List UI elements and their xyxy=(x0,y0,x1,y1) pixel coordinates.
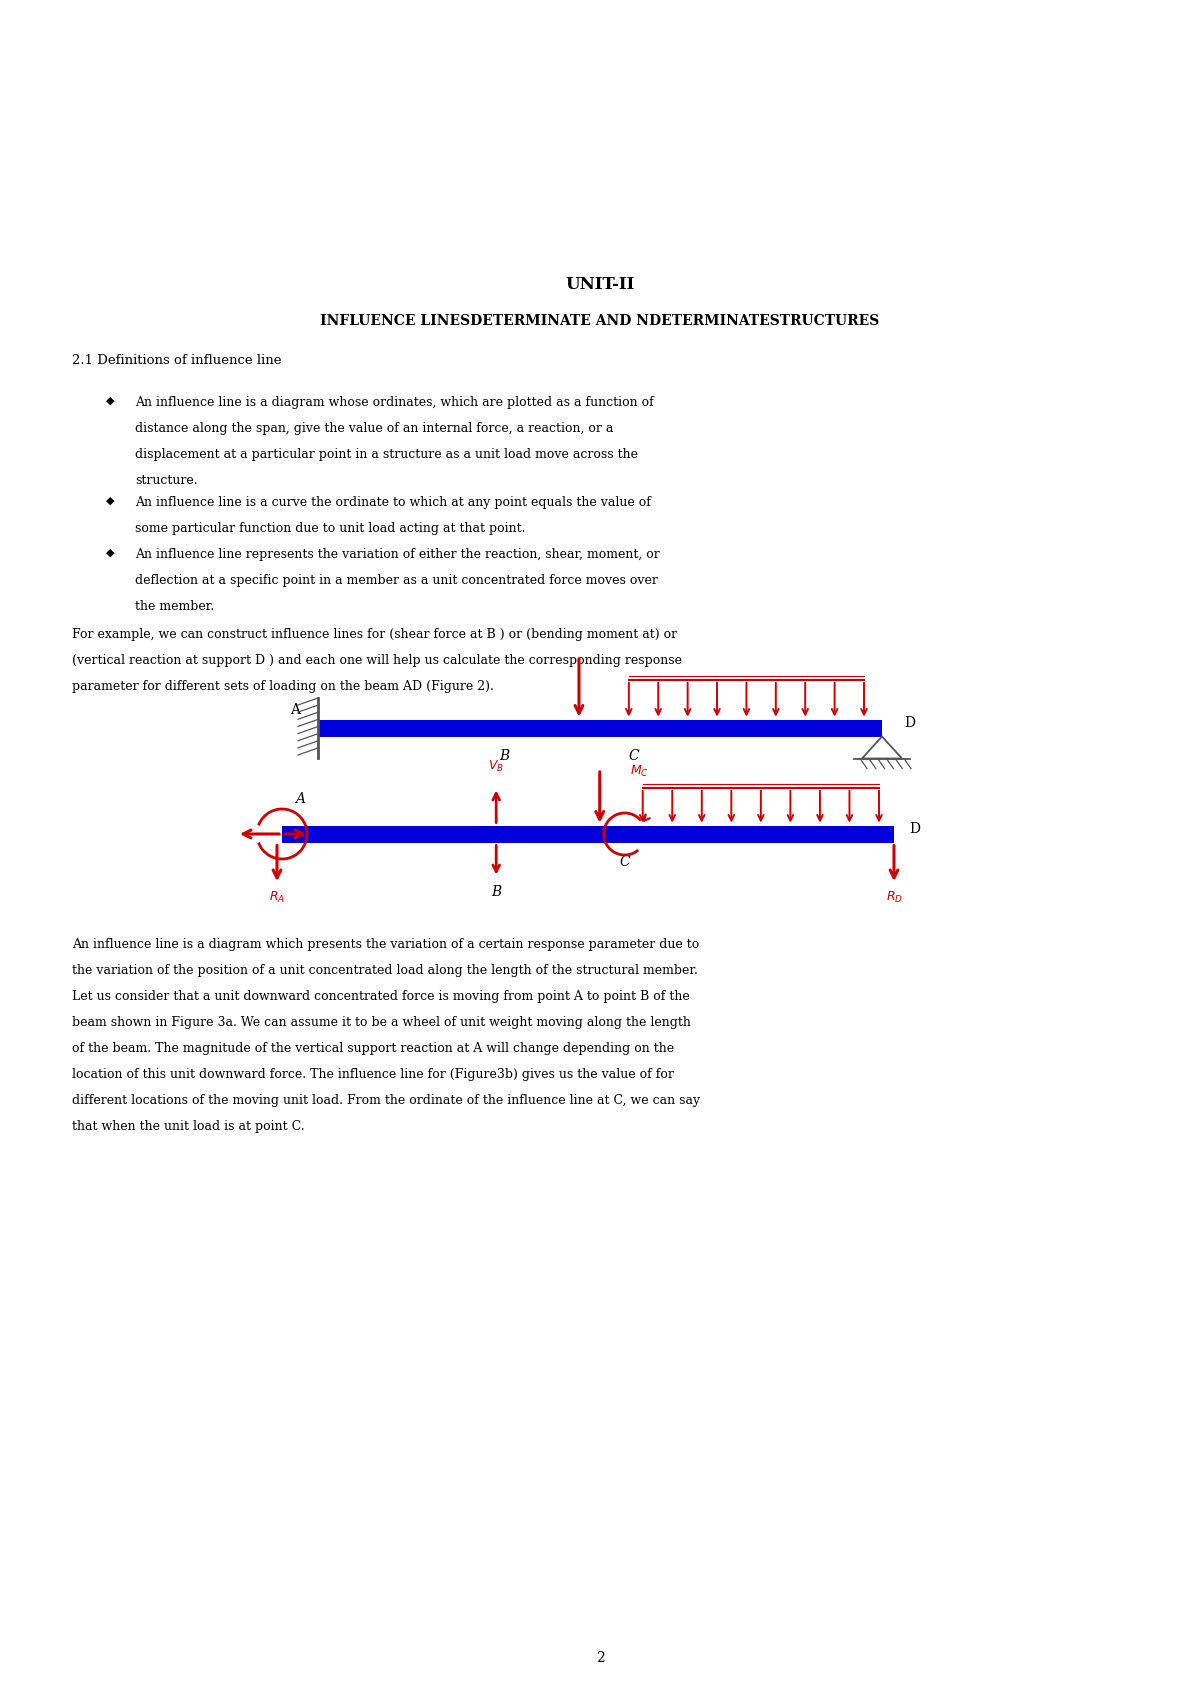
Text: INFLUENCE LINESDETERMINATE AND NDETERMINATESTRUCTURES: INFLUENCE LINESDETERMINATE AND NDETERMIN… xyxy=(320,314,880,327)
Text: ◆: ◆ xyxy=(106,495,114,505)
Text: An influence line is a diagram which presents the variation of a certain respons: An influence line is a diagram which pre… xyxy=(72,938,700,951)
Text: structure.: structure. xyxy=(134,473,198,487)
Text: $V_B$: $V_B$ xyxy=(488,758,504,773)
Text: UNIT-II: UNIT-II xyxy=(565,276,635,293)
Text: location of this unit downward force. The influence line for (Figure3b) gives us: location of this unit downward force. Th… xyxy=(72,1068,674,1080)
Text: For example, we can construct influence lines for (shear force at B ) or (bendin: For example, we can construct influence … xyxy=(72,628,677,641)
Text: $R_D$: $R_D$ xyxy=(886,890,902,906)
Text: C: C xyxy=(629,748,640,763)
Text: displacement at a particular point in a structure as a unit load move across the: displacement at a particular point in a … xyxy=(134,448,638,461)
Text: $R_A$: $R_A$ xyxy=(269,890,286,906)
Text: A: A xyxy=(290,704,300,717)
Text: C: C xyxy=(619,855,630,868)
Text: An influence line represents the variation of either the reaction, shear, moment: An influence line represents the variati… xyxy=(134,548,660,561)
Text: of the beam. The magnitude of the vertical support reaction at A will change dep: of the beam. The magnitude of the vertic… xyxy=(72,1041,674,1055)
Text: the member.: the member. xyxy=(134,600,215,612)
Bar xyxy=(282,826,894,843)
Text: (vertical reaction at support D ) and each one will help us calculate the corres: (vertical reaction at support D ) and ea… xyxy=(72,655,682,667)
Text: different locations of the moving unit load. From the ordinate of the influence : different locations of the moving unit l… xyxy=(72,1094,700,1107)
Bar xyxy=(318,719,882,736)
Text: An influence line is a diagram whose ordinates, which are plotted as a function : An influence line is a diagram whose ord… xyxy=(134,395,654,409)
Text: 2.1 Definitions of influence line: 2.1 Definitions of influence line xyxy=(72,354,282,366)
Text: parameter for different sets of loading on the beam AD (Figure 2).: parameter for different sets of loading … xyxy=(72,680,494,694)
Text: D: D xyxy=(910,823,920,836)
Text: the variation of the position of a unit concentrated load along the length of th: the variation of the position of a unit … xyxy=(72,963,698,977)
Text: D: D xyxy=(904,716,916,729)
Text: that when the unit load is at point C.: that when the unit load is at point C. xyxy=(72,1119,305,1133)
Polygon shape xyxy=(862,736,902,758)
Text: ◆: ◆ xyxy=(106,395,114,405)
Text: ◆: ◆ xyxy=(106,548,114,558)
Text: beam shown in Figure 3a. We can assume it to be a wheel of unit weight moving al: beam shown in Figure 3a. We can assume i… xyxy=(72,1016,691,1029)
Text: B: B xyxy=(499,748,509,763)
Text: distance along the span, give the value of an internal force, a reaction, or a: distance along the span, give the value … xyxy=(134,422,613,434)
Text: 2: 2 xyxy=(595,1650,605,1665)
Text: some particular function due to unit load acting at that point.: some particular function due to unit loa… xyxy=(134,522,526,534)
Text: Let us consider that a unit downward concentrated force is moving from point A t: Let us consider that a unit downward con… xyxy=(72,990,690,1002)
Text: deflection at a specific point in a member as a unit concentrated force moves ov: deflection at a specific point in a memb… xyxy=(134,573,658,587)
Text: $M_C$: $M_C$ xyxy=(630,763,648,778)
Text: B: B xyxy=(491,885,502,899)
Text: A: A xyxy=(295,792,305,806)
Text: An influence line is a curve the ordinate to which at any point equals the value: An influence line is a curve the ordinat… xyxy=(134,495,650,509)
